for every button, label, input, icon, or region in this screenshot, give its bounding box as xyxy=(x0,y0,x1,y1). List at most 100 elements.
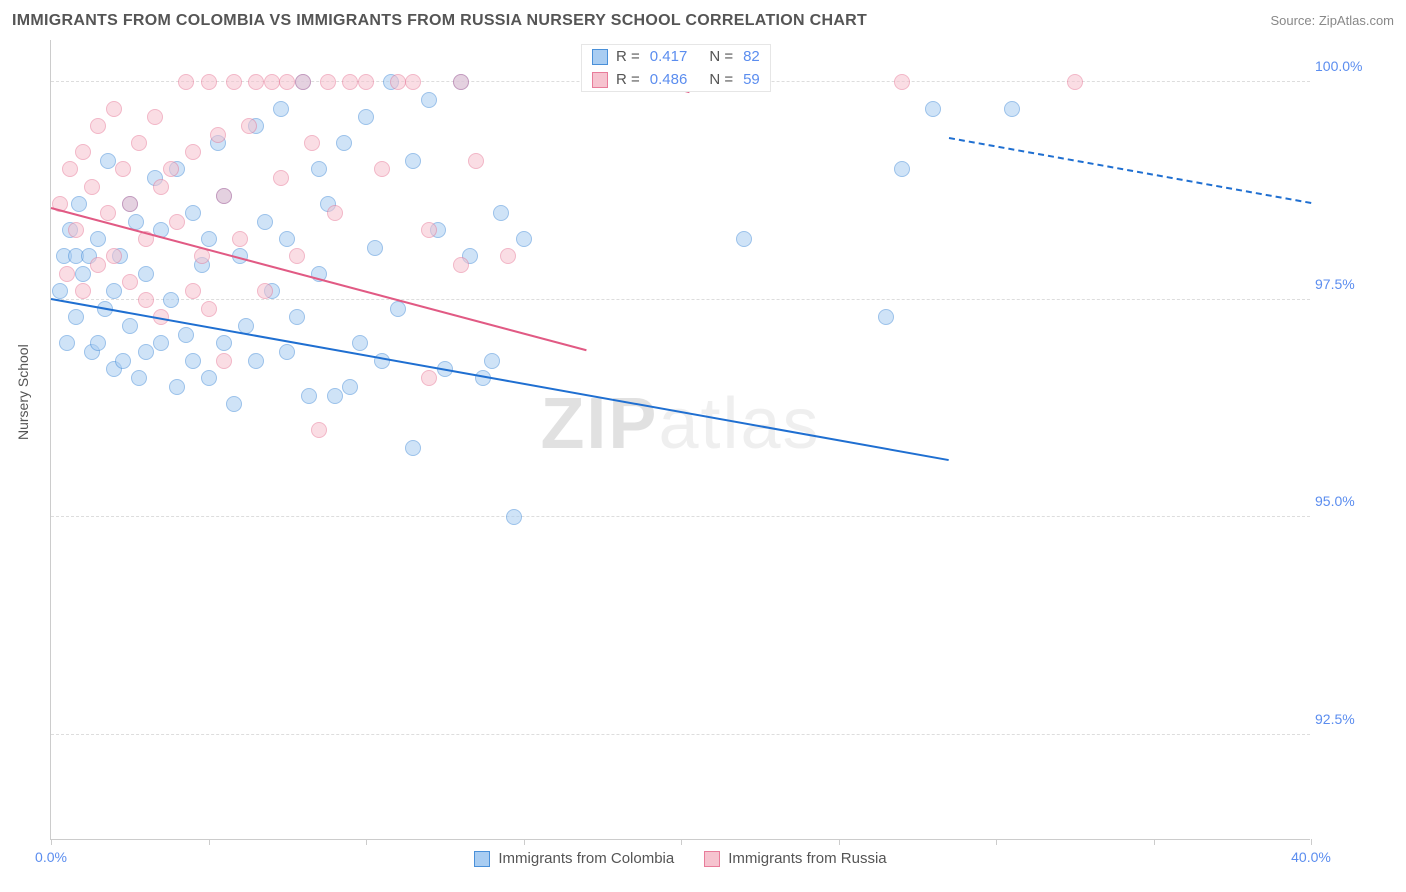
scatter-point-series-0 xyxy=(342,379,358,395)
scatter-point-series-1 xyxy=(122,196,138,212)
n-label-1: N = xyxy=(709,71,733,88)
scatter-point-series-1 xyxy=(153,179,169,195)
y-tick-label: 92.5% xyxy=(1315,711,1365,727)
scatter-point-series-0 xyxy=(405,153,421,169)
scatter-point-series-1 xyxy=(279,74,295,90)
x-tick xyxy=(1154,839,1155,845)
scatter-point-series-0 xyxy=(336,135,352,151)
scatter-point-series-1 xyxy=(453,74,469,90)
scatter-point-series-1 xyxy=(289,248,305,264)
scatter-point-series-0 xyxy=(90,335,106,351)
scatter-point-series-0 xyxy=(100,153,116,169)
scatter-point-series-0 xyxy=(216,335,232,351)
x-tick xyxy=(524,839,525,845)
legend-swatch-1 xyxy=(592,72,608,88)
scatter-point-series-0 xyxy=(122,318,138,334)
scatter-point-series-0 xyxy=(169,379,185,395)
scatter-point-series-1 xyxy=(304,135,320,151)
scatter-point-series-1 xyxy=(163,161,179,177)
legend-swatch-b1 xyxy=(704,851,720,867)
scatter-point-series-1 xyxy=(421,222,437,238)
scatter-point-series-1 xyxy=(358,74,374,90)
scatter-point-series-1 xyxy=(295,74,311,90)
r-label-0: R = xyxy=(616,48,640,65)
scatter-point-series-1 xyxy=(201,301,217,317)
legend-bottom: Immigrants from Colombia Immigrants from… xyxy=(51,850,1310,867)
scatter-point-series-1 xyxy=(185,144,201,160)
x-tick xyxy=(366,839,367,845)
scatter-point-series-0 xyxy=(1004,101,1020,117)
scatter-point-series-0 xyxy=(71,196,87,212)
scatter-point-series-0 xyxy=(52,283,68,299)
scatter-point-series-0 xyxy=(273,101,289,117)
scatter-point-series-1 xyxy=(248,74,264,90)
legend-swatch-0 xyxy=(592,49,608,65)
scatter-point-series-1 xyxy=(115,161,131,177)
gridline-h xyxy=(51,734,1310,735)
r-value-1: 0.486 xyxy=(650,71,688,88)
scatter-point-series-0 xyxy=(311,161,327,177)
legend-stats-row-0: R = 0.417 N = 82 xyxy=(582,45,770,68)
scatter-point-series-0 xyxy=(878,309,894,325)
scatter-point-series-1 xyxy=(100,205,116,221)
scatter-point-series-1 xyxy=(201,74,217,90)
scatter-point-series-1 xyxy=(320,74,336,90)
scatter-point-series-1 xyxy=(390,74,406,90)
scatter-point-series-1 xyxy=(185,283,201,299)
scatter-point-series-0 xyxy=(106,283,122,299)
scatter-point-series-1 xyxy=(342,74,358,90)
scatter-point-series-0 xyxy=(421,92,437,108)
scatter-point-series-1 xyxy=(210,127,226,143)
x-tick xyxy=(209,839,210,845)
legend-item-0: Immigrants from Colombia xyxy=(474,850,674,867)
n-value-0: 82 xyxy=(743,48,760,65)
scatter-point-series-0 xyxy=(178,327,194,343)
scatter-point-series-0 xyxy=(289,309,305,325)
scatter-point-series-0 xyxy=(484,353,500,369)
x-tick xyxy=(996,839,997,845)
scatter-point-series-0 xyxy=(75,266,91,282)
scatter-point-series-0 xyxy=(131,370,147,386)
n-value-1: 59 xyxy=(743,71,760,88)
y-tick-label: 100.0% xyxy=(1315,58,1365,74)
scatter-point-series-1 xyxy=(138,292,154,308)
scatter-point-series-0 xyxy=(115,353,131,369)
scatter-point-series-1 xyxy=(241,118,257,134)
scatter-point-series-0 xyxy=(925,101,941,117)
scatter-point-series-0 xyxy=(367,240,383,256)
chart-title: IMMIGRANTS FROM COLOMBIA VS IMMIGRANTS F… xyxy=(12,12,867,30)
title-bar: IMMIGRANTS FROM COLOMBIA VS IMMIGRANTS F… xyxy=(12,12,1394,30)
scatter-point-series-0 xyxy=(516,231,532,247)
scatter-point-series-0 xyxy=(226,396,242,412)
scatter-point-series-0 xyxy=(405,440,421,456)
scatter-point-series-1 xyxy=(147,109,163,125)
scatter-point-series-0 xyxy=(185,205,201,221)
legend-item-1: Immigrants from Russia xyxy=(704,850,886,867)
x-tick xyxy=(839,839,840,845)
trend-line-series-0 xyxy=(51,298,949,461)
y-tick-label: 95.0% xyxy=(1315,493,1365,509)
scatter-point-series-1 xyxy=(75,144,91,160)
scatter-point-series-1 xyxy=(216,353,232,369)
y-axis-label: Nursery School xyxy=(15,344,31,440)
chart-container: IMMIGRANTS FROM COLOMBIA VS IMMIGRANTS F… xyxy=(0,0,1406,892)
scatter-point-series-1 xyxy=(327,205,343,221)
x-tick-label: 0.0% xyxy=(35,849,67,865)
scatter-point-series-1 xyxy=(273,170,289,186)
scatter-point-series-0 xyxy=(352,335,368,351)
scatter-point-series-1 xyxy=(131,135,147,151)
scatter-point-series-1 xyxy=(468,153,484,169)
scatter-point-series-0 xyxy=(301,388,317,404)
scatter-point-series-1 xyxy=(169,214,185,230)
scatter-point-series-1 xyxy=(90,118,106,134)
legend-label-0: Immigrants from Colombia xyxy=(498,850,674,867)
scatter-point-series-1 xyxy=(84,179,100,195)
legend-stats-row-1: R = 0.486 N = 59 xyxy=(582,68,770,91)
gridline-h xyxy=(51,299,1310,300)
r-label-1: R = xyxy=(616,71,640,88)
scatter-point-series-0 xyxy=(279,231,295,247)
scatter-point-series-1 xyxy=(106,248,122,264)
scatter-point-series-0 xyxy=(163,292,179,308)
scatter-point-series-0 xyxy=(506,509,522,525)
plot-wrap: Nursery School ZIPatlas R = 0.417 N = 82… xyxy=(50,40,1350,840)
